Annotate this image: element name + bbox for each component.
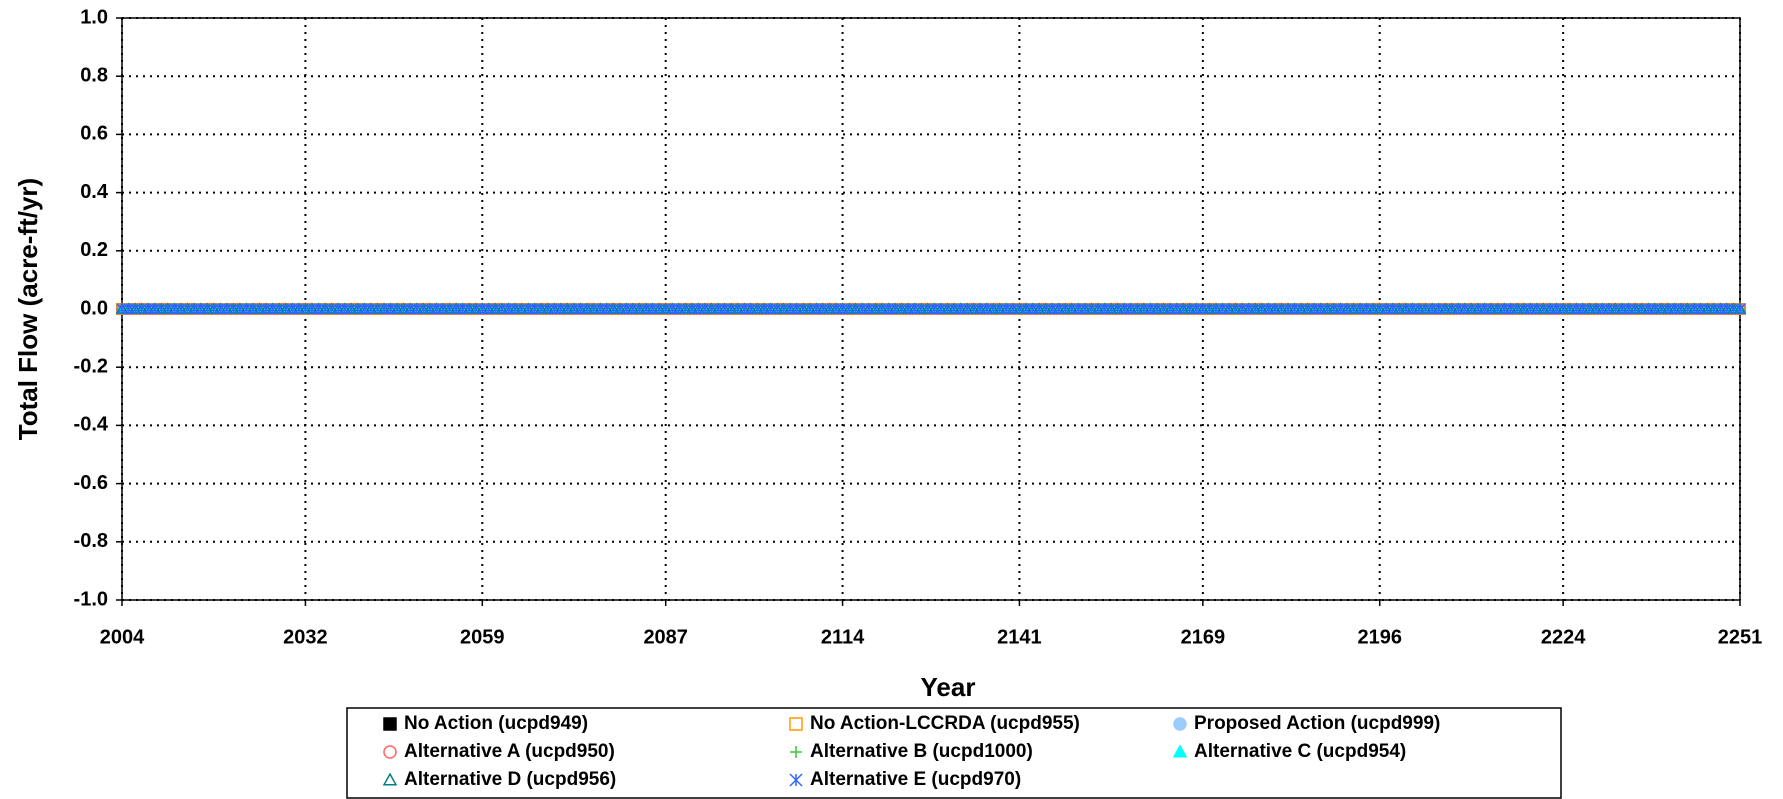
legend-marker xyxy=(382,772,398,786)
y-tick-label: 1.0 xyxy=(80,6,108,28)
y-tick-label: 0.6 xyxy=(80,123,108,145)
x-tick-label: 2169 xyxy=(1181,626,1226,648)
marker xyxy=(1734,303,1746,315)
y-tick-label: -0.2 xyxy=(74,355,108,377)
legend-label: Alternative C (ucpd954) xyxy=(1194,741,1406,762)
y-tick-label: 0.0 xyxy=(80,297,108,319)
x-tick-label: 2251 xyxy=(1718,626,1763,648)
y-tick-label: -0.4 xyxy=(74,414,109,436)
legend-marker xyxy=(1173,717,1187,731)
y-axis-title: Total Flow (acre-ft/yr) xyxy=(13,178,43,440)
legend-label: Alternative B (ucpd1000) xyxy=(810,741,1033,762)
x-tick-label: 2087 xyxy=(643,626,688,648)
y-tick-label: -0.8 xyxy=(74,530,108,552)
legend-label: Alternative A (ucpd950) xyxy=(404,741,615,762)
legend-label: Proposed Action (ucpd999) xyxy=(1194,713,1440,734)
legend-label: No Action (ucpd949) xyxy=(404,713,588,734)
legend-marker xyxy=(383,745,397,759)
y-tick-label: -1.0 xyxy=(74,588,108,610)
legend-label: No Action-LCCRDA (ucpd955) xyxy=(810,713,1080,734)
x-tick-label: 2059 xyxy=(460,626,505,648)
y-tick-label: 0.8 xyxy=(80,64,108,86)
legend-marker xyxy=(789,717,803,731)
legend-label: Alternative E (ucpd970) xyxy=(810,769,1021,790)
x-tick-label: 2032 xyxy=(283,626,328,648)
legend-marker xyxy=(790,746,802,758)
y-tick-label: 0.4 xyxy=(80,181,109,203)
legend-label: Alternative D (ucpd956) xyxy=(404,769,616,790)
x-tick-label: 2114 xyxy=(821,626,865,648)
y-tick-label: 0.2 xyxy=(80,239,108,261)
x-tick-label: 2224 xyxy=(1541,626,1586,648)
legend-box xyxy=(346,707,1562,799)
y-tick-label: -0.6 xyxy=(74,472,108,494)
legend-marker xyxy=(383,717,397,731)
x-tick-label: 2141 xyxy=(997,626,1042,648)
legend-marker xyxy=(1172,744,1188,758)
x-tick-label: 2004 xyxy=(100,626,145,648)
x-axis-title: Year xyxy=(921,672,976,702)
legend-marker xyxy=(789,773,803,787)
x-tick-label: 2196 xyxy=(1357,626,1402,648)
